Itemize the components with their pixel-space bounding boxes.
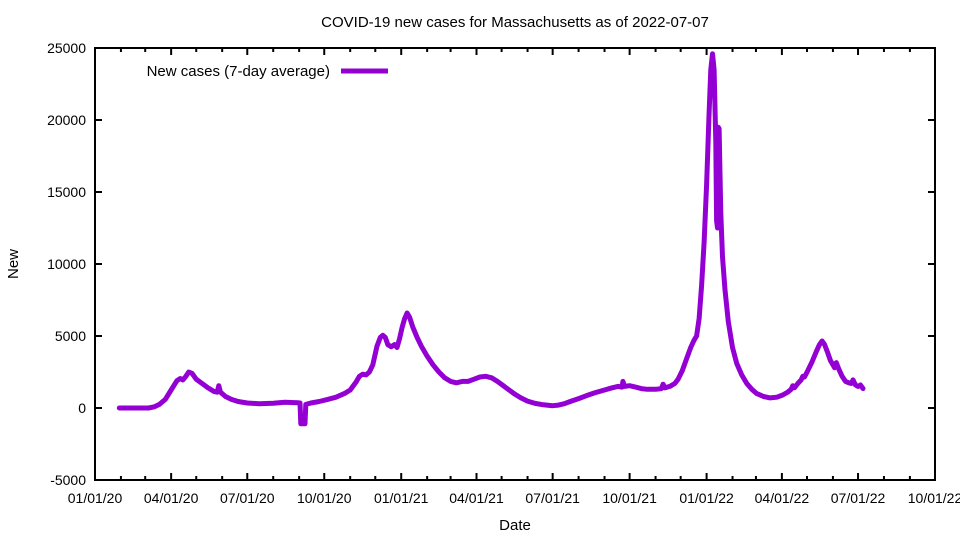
y-tick-label: 15000 bbox=[47, 184, 86, 200]
legend: New cases (7-day average) bbox=[147, 63, 388, 80]
axis-tick-labels: 01/01/20 04/01/20 07/01/20 10/01/20 01/01/21… bbox=[47, 40, 960, 506]
chart-title: COVID-19 new cases for Massachusetts as … bbox=[321, 14, 709, 31]
y-tick-label: 25000 bbox=[47, 40, 86, 56]
x-axis-label: Date bbox=[499, 517, 531, 534]
x-tick-label: 10/01/22 bbox=[908, 490, 960, 506]
x-tick-label: 10/01/21 bbox=[602, 490, 657, 506]
x-tick-label: 01/01/22 bbox=[679, 490, 734, 506]
legend-label: New cases (7-day average) bbox=[147, 63, 330, 80]
x-tick-label: 04/01/22 bbox=[755, 490, 810, 506]
x-tick-label: 01/01/21 bbox=[374, 490, 429, 506]
y-axis-label: New bbox=[5, 249, 22, 279]
x-tick-label: 01/01/20 bbox=[68, 490, 123, 506]
x-tick-label: 07/01/21 bbox=[525, 490, 580, 506]
x-tick-label: 10/01/20 bbox=[297, 490, 352, 506]
data-line bbox=[116, 51, 866, 427]
x-tick-label: 04/01/21 bbox=[449, 490, 504, 506]
x-tick-label: 07/01/22 bbox=[831, 490, 886, 506]
y-tick-label: -5000 bbox=[50, 472, 86, 488]
plot-border bbox=[94, 47, 936, 481]
y-tick-label: 0 bbox=[78, 400, 86, 416]
y-tick-label: 5000 bbox=[55, 328, 86, 344]
x-tick-label: 07/01/20 bbox=[220, 490, 275, 506]
x-tick-label: 04/01/20 bbox=[144, 490, 199, 506]
y-tick-label: 20000 bbox=[47, 112, 86, 128]
axis-ticks bbox=[94, 47, 936, 481]
series-line bbox=[116, 51, 866, 427]
y-tick-label: 10000 bbox=[47, 256, 86, 272]
